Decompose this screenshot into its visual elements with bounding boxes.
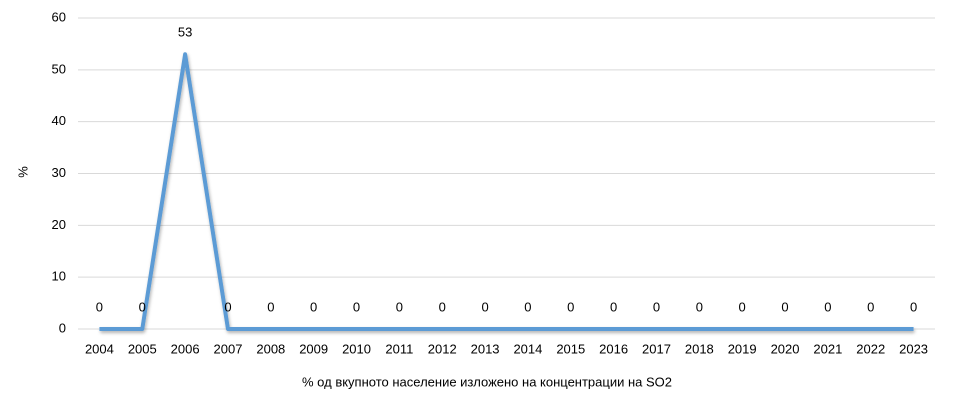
x-tick-label: 2018 (685, 341, 714, 356)
y-tick-label: 20 (52, 217, 66, 232)
x-tick-label: 2022 (856, 341, 885, 356)
data-label: 0 (867, 299, 874, 314)
data-label: 0 (481, 299, 488, 314)
data-label: 0 (696, 299, 703, 314)
x-tick-label: 2013 (471, 341, 500, 356)
data-label: 0 (567, 299, 574, 314)
data-label: 0 (653, 299, 660, 314)
y-tick-label: 40 (52, 113, 66, 128)
data-label: 0 (310, 299, 317, 314)
x-tick-label: 2008 (256, 341, 285, 356)
legend-item: % од вкупното население изложено на конц… (266, 374, 672, 389)
data-label: 0 (781, 299, 788, 314)
y-axis-label: % (15, 166, 30, 178)
y-tick-label: 50 (52, 61, 66, 76)
data-label: 0 (353, 299, 360, 314)
y-tick-label: 0 (59, 320, 66, 335)
data-label: 0 (139, 299, 146, 314)
x-tick-label: 2004 (85, 341, 114, 356)
x-tick-label: 2006 (171, 341, 200, 356)
x-tick-label: 2016 (599, 341, 628, 356)
data-label: 0 (96, 299, 103, 314)
data-label: 0 (739, 299, 746, 314)
legend-label: % од вкупното население изложено на конц… (302, 374, 672, 389)
data-label: 53 (178, 25, 192, 40)
data-label: 0 (610, 299, 617, 314)
y-tick-label: 30 (52, 165, 66, 180)
x-tick-label: 2009 (299, 341, 328, 356)
data-label: 0 (396, 299, 403, 314)
x-tick-label: 2010 (342, 341, 371, 356)
data-label: 0 (224, 299, 231, 314)
data-label: 0 (824, 299, 831, 314)
x-tick-label: 2020 (771, 341, 800, 356)
y-tick-label: 60 (52, 9, 66, 24)
x-tick-label: 2014 (513, 341, 542, 356)
x-tick-label: 2019 (728, 341, 757, 356)
x-tick-label: 2015 (556, 341, 585, 356)
x-tick-label: 2017 (642, 341, 671, 356)
data-label: 0 (439, 299, 446, 314)
x-tick-label: 2011 (385, 341, 413, 356)
y-tick-label: 10 (52, 269, 66, 284)
x-tick-label: 2005 (128, 341, 157, 356)
data-label: 0 (524, 299, 531, 314)
x-tick-label: 2021 (813, 341, 842, 356)
x-tick-label: 2012 (428, 341, 457, 356)
data-line (99, 52, 914, 331)
x-tick-label: 2023 (899, 341, 928, 356)
x-tick-label: 2007 (214, 341, 243, 356)
data-label: 0 (267, 299, 274, 314)
data-label: 0 (910, 299, 917, 314)
